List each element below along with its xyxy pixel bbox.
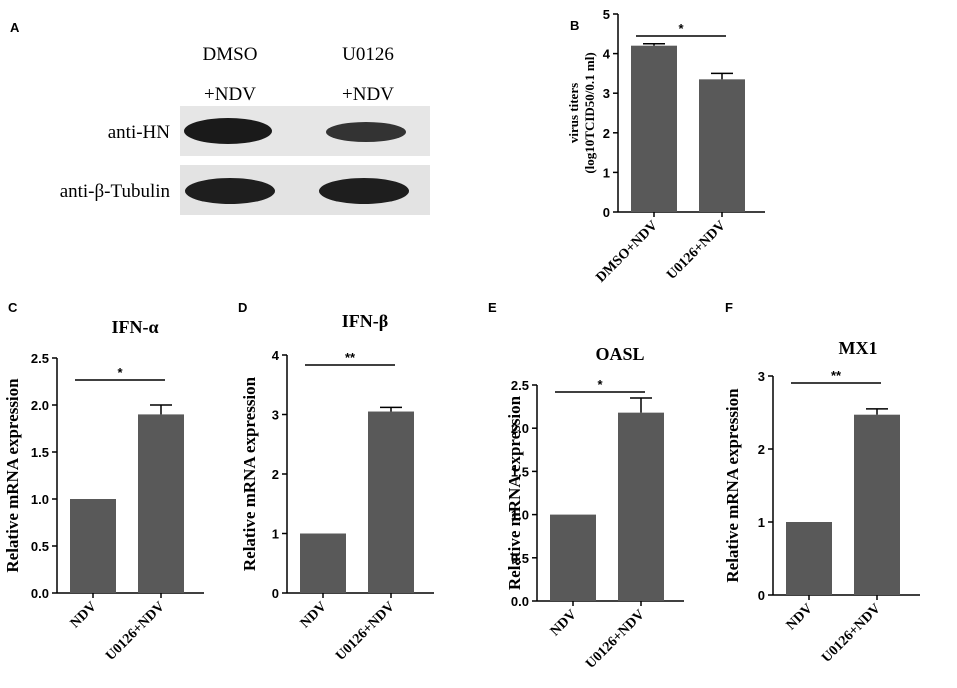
- y-tick-label: 1.5: [511, 464, 529, 479]
- y-tick-label: 0.0: [31, 586, 49, 601]
- panel-letter: D: [238, 300, 247, 315]
- significance-label: **: [831, 368, 842, 383]
- y-axis-label: (log10TCID50/0.1 ml): [582, 52, 597, 173]
- y-axis-label: Relative mRNA expression: [723, 388, 742, 583]
- y-tick-label: 0.5: [31, 539, 49, 554]
- x-tick-label: U0126+NDV: [333, 599, 398, 664]
- blot-band: [326, 122, 406, 142]
- panel-letter: B: [570, 18, 579, 33]
- significance-label: *: [597, 377, 603, 392]
- y-tick-label: 4: [272, 348, 280, 363]
- x-tick-label: U0126+NDV: [583, 607, 648, 672]
- y-axis-label: Relative mRNA expression: [505, 395, 524, 590]
- x-tick-label: U0126+NDV: [664, 218, 729, 283]
- bar: [854, 414, 900, 595]
- y-axis-label: Relative mRNA expression: [240, 376, 259, 571]
- chart-title: IFN-α: [111, 317, 158, 337]
- y-tick-label: 1: [758, 515, 765, 530]
- y-tick-label: 2: [758, 442, 765, 457]
- chart-title: IFN-β: [342, 311, 388, 331]
- y-tick-label: 5: [603, 7, 610, 22]
- y-tick-label: 2.0: [511, 421, 529, 436]
- y-tick-label: 3: [603, 86, 610, 101]
- y-tick-label: 1: [272, 527, 279, 542]
- y-tick-label: 2: [272, 467, 279, 482]
- blot-band: [184, 118, 272, 144]
- blot-band: [185, 178, 275, 204]
- bar: [300, 533, 346, 593]
- antibody-label: anti-β-Tubulin: [60, 181, 171, 202]
- bar: [368, 411, 414, 593]
- significance-label: *: [117, 365, 123, 380]
- bar: [786, 522, 832, 595]
- lane-label: U0126: [342, 44, 394, 65]
- panel-letter: E: [488, 300, 497, 315]
- x-tick-label: NDV: [298, 599, 330, 631]
- y-tick-label: 2.0: [31, 398, 49, 413]
- panel-letter: C: [8, 300, 18, 315]
- bar: [618, 412, 664, 601]
- y-tick-label: 0.0: [511, 594, 529, 609]
- y-tick-label: 4: [603, 47, 611, 62]
- x-tick-label: DMSO+NDV: [593, 218, 660, 285]
- bar: [138, 414, 184, 593]
- y-tick-label: 2: [603, 126, 610, 141]
- bar: [699, 79, 745, 212]
- significance-label: **: [345, 350, 356, 365]
- y-tick-label: 2.5: [511, 378, 529, 393]
- y-tick-label: 0: [758, 588, 765, 603]
- x-tick-label: NDV: [68, 599, 100, 631]
- x-tick-label: U0126+NDV: [819, 601, 884, 666]
- y-tick-label: 0.5: [511, 551, 529, 566]
- y-tick-label: 1.5: [31, 445, 49, 460]
- y-axis-label: virus titers: [566, 83, 581, 143]
- bar: [70, 499, 116, 593]
- antibody-label: anti-HN: [108, 122, 171, 143]
- lane-label: DMSO: [203, 44, 258, 65]
- chart-title: MX1: [839, 338, 878, 358]
- lane-treatment: +NDV: [204, 84, 256, 105]
- chart-title: OASL: [595, 344, 644, 364]
- lane-treatment: +NDV: [342, 84, 394, 105]
- x-tick-label: U0126+NDV: [103, 599, 168, 664]
- bar: [631, 45, 677, 213]
- panel-letter: A: [10, 20, 20, 35]
- y-tick-label: 1: [603, 165, 610, 180]
- blot-band: [319, 178, 409, 204]
- y-tick-label: 0: [603, 205, 610, 220]
- y-tick-label: 1.0: [31, 492, 49, 507]
- y-tick-label: 3: [758, 369, 765, 384]
- y-tick-label: 2.5: [31, 351, 49, 366]
- x-tick-label: NDV: [784, 601, 816, 633]
- y-tick-label: 3: [272, 408, 279, 423]
- bar: [550, 514, 596, 601]
- panel-letter: F: [725, 300, 733, 315]
- x-tick-label: NDV: [548, 607, 580, 639]
- y-tick-label: 0: [272, 586, 279, 601]
- y-axis-label: Relative mRNA expression: [3, 378, 22, 573]
- significance-label: *: [678, 21, 684, 36]
- y-tick-label: 1.0: [511, 508, 529, 523]
